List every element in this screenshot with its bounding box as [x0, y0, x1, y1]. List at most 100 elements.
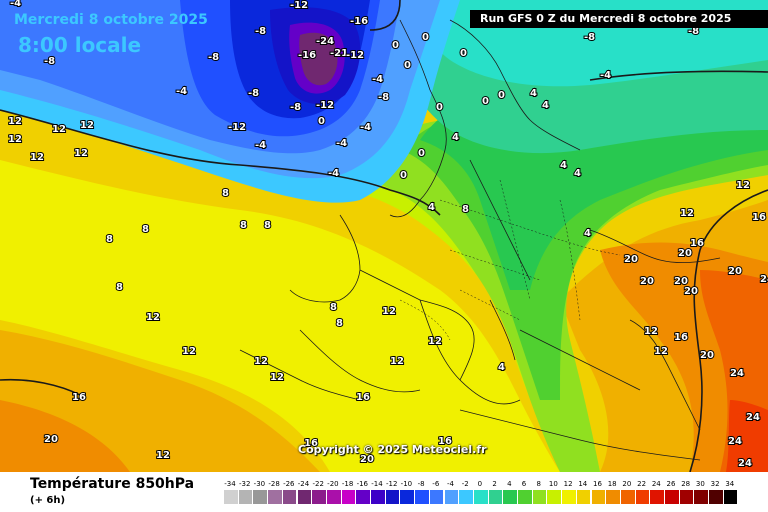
isotherm-label: 12 [270, 372, 284, 383]
scale-cell [268, 490, 283, 504]
scale-label: 34 [725, 480, 735, 488]
scale-cell [518, 490, 533, 504]
isotherm-label: 4 [530, 88, 537, 99]
isotherm-label: -21 [330, 48, 348, 59]
scale-cell [415, 490, 430, 504]
isotherm-label: -12 [346, 50, 364, 61]
scale-cell [429, 490, 445, 504]
model-run-info: Run GFS 0 Z du Mercredi 8 octobre 2025 [470, 10, 768, 28]
isotherm-label: 8 [264, 220, 271, 231]
scale-label: -14 [371, 480, 383, 488]
isotherm-label: 24 [728, 436, 742, 447]
scale-cell [312, 490, 327, 504]
scale-label: -30 [253, 480, 266, 488]
isotherm-label: 4 [584, 228, 591, 239]
isotherm-label: -8 [208, 52, 219, 63]
scale-cell [694, 490, 710, 504]
scale-cell [253, 490, 269, 504]
scale-label: -16 [356, 480, 369, 488]
borders [399, 179, 621, 341]
scale-cell [356, 490, 371, 504]
scale-label: 14 [578, 480, 588, 488]
scale-cell [562, 490, 577, 504]
isotherm-label: 12 [30, 152, 44, 163]
isotherm-label: 8 [462, 204, 469, 215]
isotherm-label: 4 [574, 168, 581, 179]
scale-label: -28 [268, 480, 280, 488]
isotherm-label: -4 [360, 122, 371, 133]
scale-cell [723, 490, 739, 504]
isotherm-label: 12 [254, 356, 268, 367]
scale-label: -32 [238, 480, 251, 488]
isotherm-label: -8 [584, 32, 595, 43]
isotherm-label: -8 [248, 88, 259, 99]
scale-cell [635, 490, 651, 504]
scale-cell [282, 490, 298, 504]
scale-cell [547, 490, 563, 504]
isotherm-label: 0 [418, 148, 425, 159]
scale-cell [224, 490, 239, 504]
scale-label: 32 [710, 480, 720, 488]
scale-label: 8 [536, 480, 541, 488]
isotherm-label: 12 [8, 134, 22, 145]
scale-label: 22 [637, 480, 647, 488]
scale-cell [591, 490, 607, 504]
scale-cell [709, 490, 724, 504]
isotherm-label: 12 [146, 312, 160, 323]
isotherm-label: 0 [318, 116, 325, 127]
scale-cell [371, 490, 386, 504]
isotherm-label: 20 [640, 276, 654, 287]
isotherm-label: 20 [728, 266, 742, 277]
isotherm-label: 12 [8, 116, 22, 127]
scale-label: -24 [297, 480, 310, 488]
isotherm-label: 16 [674, 332, 688, 343]
scale-cell [326, 490, 342, 504]
scale-label: -22 [312, 480, 324, 488]
scale-label: -12 [385, 480, 398, 488]
isotherm-label: 20 [700, 350, 714, 361]
isotherm-label: -4 [336, 138, 347, 149]
scale-label: 16 [593, 480, 602, 488]
scale-cell [385, 490, 401, 504]
isotherm-label: 24 [746, 412, 760, 423]
scale-label: -2 [461, 480, 469, 488]
scale-cell [341, 490, 357, 504]
isotherm-label: -12 [316, 100, 334, 111]
temperature-map: -8 -8-4-8-8-12-12-16-24-16 -21-12-12-8-40-… [0, 0, 768, 472]
scale-label: 26 [666, 480, 676, 488]
scale-label: -4 [447, 480, 454, 488]
isotherm-label: 20 [44, 434, 58, 445]
isotherm-label: 20 [674, 276, 688, 287]
isotherm-label: 24 [738, 458, 752, 469]
isotherm-label: 0 [436, 102, 443, 113]
scale-cell [576, 490, 592, 504]
isotherm-label: 0 [482, 96, 489, 107]
scale-label: 28 [681, 480, 691, 488]
isotherm-label: -8 [378, 92, 389, 103]
scale-cell [444, 490, 460, 504]
isotherm-label: 4 [542, 100, 549, 111]
scale-label: 10 [548, 480, 558, 488]
scale-cell [606, 490, 621, 504]
scale-cell [532, 490, 548, 504]
isotherm-label: -8 [290, 102, 301, 113]
forecast-time: 8:00 locale [18, 33, 142, 57]
isotherm-label: 12 [80, 120, 94, 131]
isotherm-label: 12 [52, 124, 66, 135]
scale-cell [400, 490, 416, 504]
scale-label: -10 [400, 480, 413, 488]
isotherm-label: -8 [688, 26, 699, 37]
isotherm-label: 16 [752, 212, 766, 223]
scale-cell [665, 490, 680, 504]
temp-zone-minus-24 [299, 32, 338, 86]
isotherm-label: -4 [372, 74, 383, 85]
scale-label: -34 [224, 480, 236, 488]
parameter-title: Température 850hPa [30, 476, 195, 492]
isotherm-label: 16 [690, 238, 704, 249]
scale-label: -6 [432, 480, 440, 488]
isotherm-label: 20 [678, 248, 692, 259]
isotherm-label: 0 [498, 90, 505, 101]
isotherm-label: 12 [74, 148, 88, 159]
isotherm-label: -16 [298, 50, 316, 61]
